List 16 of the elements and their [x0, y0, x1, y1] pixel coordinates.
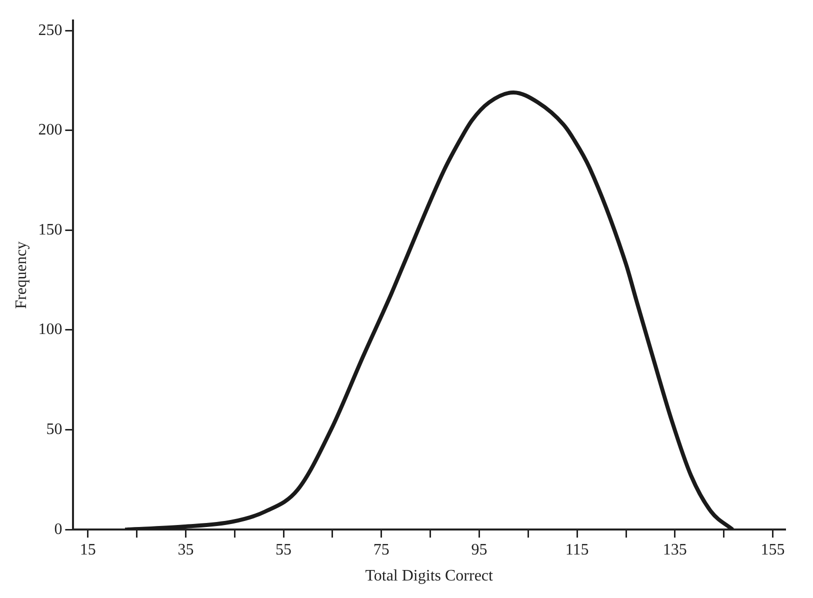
y-tick-label: 100 — [38, 321, 62, 338]
x-tick-label: 115 — [565, 541, 589, 558]
y-tick-label: 150 — [38, 221, 62, 238]
x-tick-label: 155 — [760, 541, 785, 558]
x-tick-label: 35 — [178, 541, 194, 558]
y-axis-title: Frequency — [12, 241, 30, 309]
y-tick-label: 200 — [38, 122, 62, 139]
y-tick-label: 0 — [54, 520, 62, 538]
x-tick-label: 95 — [471, 541, 488, 558]
x-tick-label: 55 — [276, 541, 292, 558]
x-tick-label: 75 — [373, 541, 390, 558]
x-tick-label: 15 — [80, 541, 96, 558]
x-axis-title: Total Digits Correct — [365, 568, 494, 585]
y-tick-label: 50 — [46, 421, 62, 438]
y-tick-label: 250 — [38, 22, 62, 39]
x-tick-label: 135 — [662, 541, 687, 558]
